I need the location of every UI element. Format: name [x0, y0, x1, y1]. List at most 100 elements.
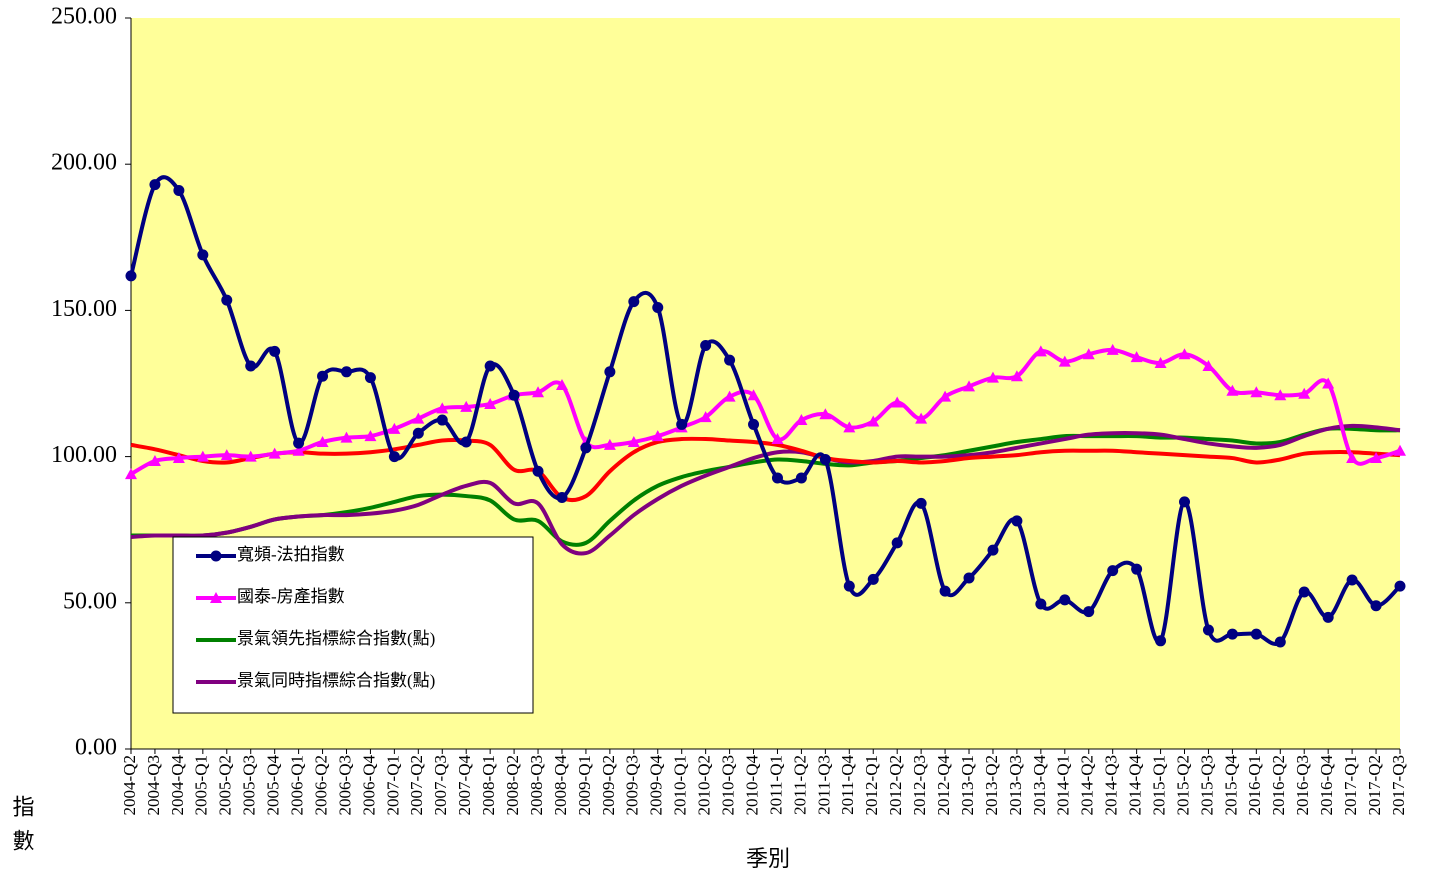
- point: [268, 447, 281, 459]
- point: [771, 472, 783, 484]
- x-tick-label: 2011-Q1: [766, 755, 785, 815]
- x-tick-label: 2006-Q2: [311, 755, 330, 815]
- point: [700, 339, 712, 351]
- point: [1394, 444, 1406, 456]
- point: [1107, 565, 1119, 577]
- y-tick-label: 0.00: [75, 735, 117, 761]
- x-tick-label: 2004-Q4: [168, 755, 187, 816]
- point: [388, 451, 400, 463]
- point: [1058, 355, 1071, 367]
- point: [220, 449, 233, 461]
- point: [676, 418, 688, 430]
- x-tick-label: 2008-Q3: [527, 755, 546, 815]
- point: [1346, 574, 1358, 586]
- x-tick-label: 2005-Q2: [216, 755, 235, 815]
- x-tick-label: 2013-Q3: [1006, 755, 1025, 815]
- point: [723, 390, 736, 402]
- x-tick-label: 2016-Q3: [1293, 755, 1312, 815]
- point: [891, 396, 904, 408]
- point: [1083, 606, 1095, 618]
- point: [1346, 452, 1359, 464]
- point: [627, 435, 640, 447]
- point: [484, 397, 497, 409]
- x-tick-label: 2016-Q4: [1317, 755, 1336, 816]
- point: [724, 354, 736, 366]
- point: [210, 592, 222, 603]
- x-tick-label: 2007-Q3: [431, 755, 450, 815]
- x-tick-label: 2012-Q3: [910, 755, 929, 815]
- point: [292, 444, 305, 456]
- point: [986, 371, 999, 383]
- legend-label: 景氣同時指標綜合指數(點): [237, 671, 435, 690]
- x-tick-label: 2009-Q4: [647, 755, 666, 816]
- point: [340, 431, 353, 443]
- point: [125, 468, 137, 480]
- x-tick-label: 2012-Q2: [886, 755, 905, 815]
- point: [173, 185, 185, 197]
- y-tick-label: 100.00: [51, 442, 117, 468]
- x-tick-label: 2011-Q3: [814, 755, 833, 815]
- x-tick-label: 2007-Q2: [407, 755, 426, 815]
- x-tick-label: 2008-Q1: [479, 755, 498, 815]
- x-tick-label: 2009-Q2: [599, 755, 618, 815]
- point: [603, 438, 616, 450]
- x-tick-label: 2004-Q2: [120, 755, 139, 815]
- point: [1274, 389, 1287, 401]
- point: [460, 400, 473, 412]
- x-tick-label: 2014-Q4: [1126, 755, 1145, 816]
- point: [245, 360, 257, 372]
- point: [819, 408, 832, 420]
- x-tick-label: 2012-Q4: [934, 755, 953, 816]
- point: [269, 345, 281, 357]
- point: [915, 497, 927, 509]
- x-tick-label: 2014-Q2: [1078, 755, 1097, 815]
- y-tick-label: 50.00: [63, 588, 117, 614]
- point: [843, 580, 855, 592]
- y-axis-label: 指數: [10, 795, 35, 863]
- x-tick-label: 2015-Q1: [1149, 755, 1168, 815]
- point: [125, 270, 137, 282]
- point: [795, 472, 807, 484]
- point: [1298, 387, 1311, 399]
- point: [1035, 598, 1047, 610]
- point: [210, 550, 222, 562]
- point: [1298, 586, 1310, 598]
- x-tick-label: 2016-Q1: [1245, 755, 1264, 815]
- point: [604, 366, 616, 378]
- point: [628, 296, 640, 308]
- point: [652, 301, 664, 313]
- x-tick-label: 2011-Q4: [838, 755, 857, 815]
- point: [1154, 357, 1167, 369]
- point: [1059, 594, 1071, 606]
- point: [1034, 345, 1047, 357]
- point: [196, 450, 209, 462]
- point: [963, 572, 975, 584]
- point: [412, 427, 424, 439]
- point: [412, 412, 425, 424]
- point: [1322, 611, 1334, 623]
- point: [436, 414, 448, 426]
- point: [699, 411, 712, 423]
- point: [747, 389, 760, 401]
- x-tick-label: 2011-Q2: [790, 755, 809, 815]
- x-tick-label: 2014-Q1: [1054, 755, 1073, 815]
- x-tick-label: 2013-Q2: [982, 755, 1001, 815]
- point: [1179, 496, 1191, 508]
- point: [555, 378, 568, 390]
- x-tick-label: 2004-Q3: [144, 755, 163, 815]
- point: [172, 452, 185, 464]
- point: [364, 430, 377, 442]
- point: [963, 380, 976, 392]
- x-tick-label: 2007-Q4: [455, 755, 474, 816]
- point: [1322, 377, 1335, 389]
- x-tick-label: 2009-Q1: [575, 755, 594, 815]
- point: [580, 442, 592, 454]
- point: [556, 492, 568, 504]
- x-tick-label: 2015-Q2: [1173, 755, 1192, 815]
- point: [915, 412, 928, 424]
- point: [1226, 628, 1238, 640]
- point: [939, 585, 951, 597]
- x-tick-label: 2008-Q2: [503, 755, 522, 815]
- x-tick-label: 2010-Q2: [695, 755, 714, 815]
- point: [1130, 351, 1143, 363]
